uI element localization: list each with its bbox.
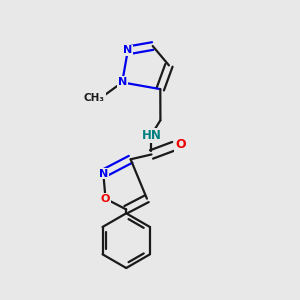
Text: N: N <box>123 45 132 56</box>
Text: O: O <box>101 194 110 204</box>
Text: HN: HN <box>142 129 161 142</box>
Text: N: N <box>99 169 108 178</box>
Text: CH₃: CH₃ <box>84 93 105 103</box>
Text: N: N <box>118 77 127 87</box>
Text: O: O <box>175 138 186 152</box>
